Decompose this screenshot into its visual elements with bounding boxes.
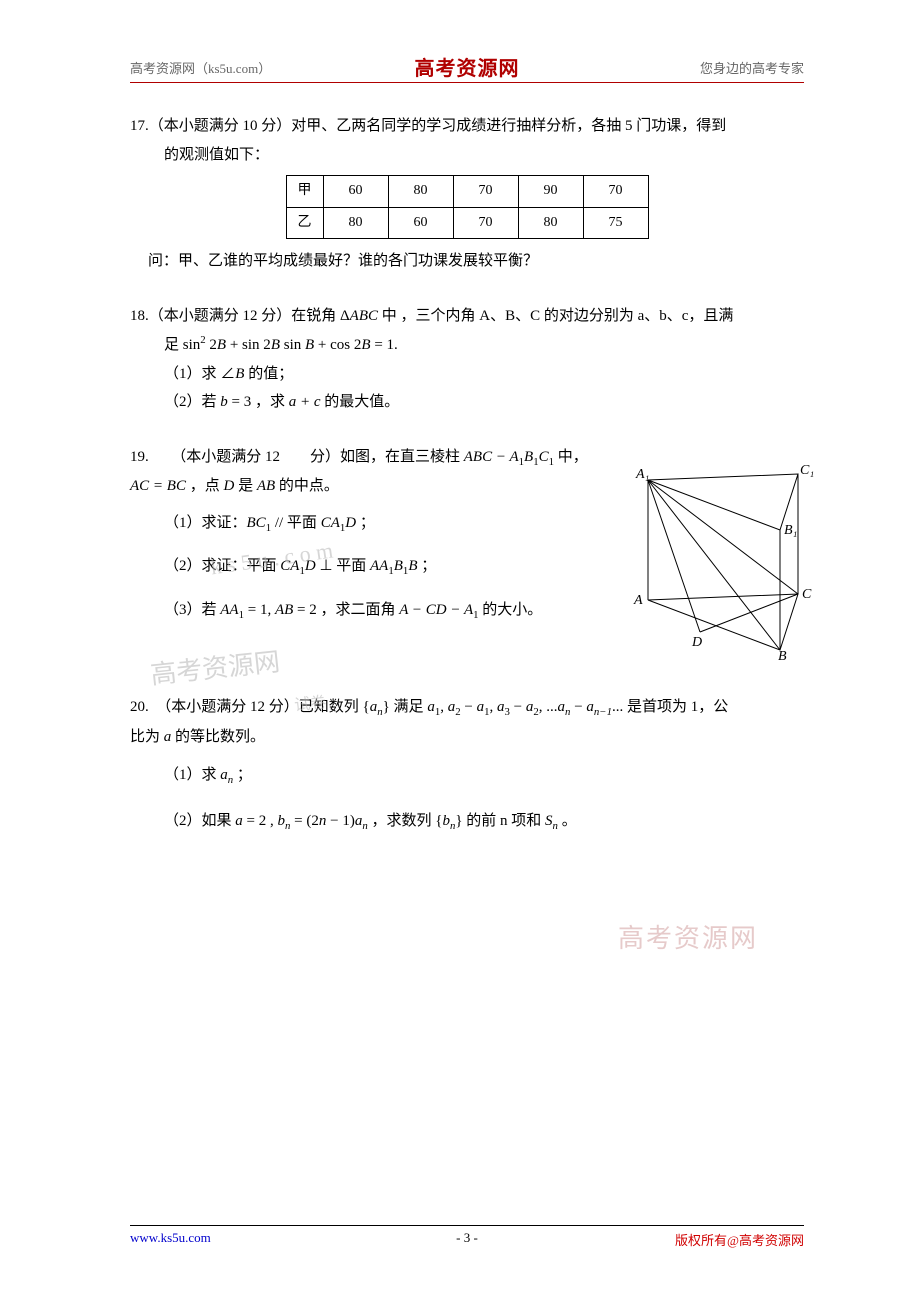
row-label: 乙 <box>286 207 323 239</box>
q17-line1: 17.（本小题满分 10 分）对甲、乙两名同学的学习成绩进行抽样分析，各抽 5 … <box>130 112 804 141</box>
watermark-brand-2: 高考资源网 <box>618 918 758 955</box>
header-left: 高考资源网（ks5u.com） <box>130 58 271 77</box>
label-B: B <box>778 649 787 660</box>
cell: 70 <box>583 176 648 208</box>
cell: 90 <box>518 176 583 208</box>
q19-line1: 19. （本小题满分 12 分）如图，在直三棱柱 ABC − A1B1C1 中， <box>130 443 624 473</box>
cell: 70 <box>453 207 518 239</box>
cell: 80 <box>388 176 453 208</box>
label-D: D <box>691 635 702 650</box>
page-header: 高考资源网（ks5u.com） 高考资源网 您身边的高考专家 <box>130 58 804 83</box>
table-row: 乙 80 60 70 80 75 <box>286 207 648 239</box>
q19-diagram: A₁ C₁ B₁ A C B D <box>630 460 814 660</box>
question-20: 20. （本小题满分 12 分）已知数列 {an} 满足 a1, a2 − a1… <box>130 693 804 836</box>
q18-part2: （2）若 b = 3 ，求 a + c 的最大值。 <box>164 388 804 417</box>
header-center-logo: 高考资源网 <box>415 52 520 81</box>
footer-page-number: - 3 - <box>456 1230 478 1246</box>
page-footer: www.ks5u.com - 3 - 版权所有@高考资源网 <box>130 1225 804 1248</box>
table-row: 甲 60 80 70 90 70 <box>286 176 648 208</box>
q18-part1: （1）求 ∠B 的值； <box>164 360 804 389</box>
cell: 75 <box>583 207 648 239</box>
header-right: 您身边的高考专家 <box>700 58 804 77</box>
q17-question: 问：甲、乙谁的平均成绩最好？谁的各门功课发展较平衡？ <box>148 247 804 276</box>
q20-line1: 20. （本小题满分 12 分）已知数列 {an} 满足 a1, a2 − a1… <box>130 693 804 723</box>
label-C1: C₁ <box>800 463 814 478</box>
q19-line2: AC = BC ，点 D 是 AB 的中点。 <box>130 472 624 501</box>
q17-line2: 的观测值如下： <box>164 141 804 170</box>
cell: 80 <box>518 207 583 239</box>
q20-part1: （1）求 an ； <box>164 761 804 791</box>
q17-table: 甲 60 80 70 90 70 乙 80 60 70 80 75 <box>286 175 649 239</box>
content-area: 17.（本小题满分 10 分）对甲、乙两名同学的学习成绩进行抽样分析，各抽 5 … <box>130 112 804 854</box>
cell: 60 <box>323 176 388 208</box>
footer-copyright: 版权所有@高考资源网 <box>675 1230 804 1249</box>
cell: 70 <box>453 176 518 208</box>
cell: 60 <box>388 207 453 239</box>
watermark-sub: 试卷 <box>293 688 327 715</box>
label-C: C <box>802 587 812 602</box>
q20-line2: 比为 a 的等比数列。 <box>130 723 804 752</box>
label-A: A <box>633 593 643 608</box>
page: 高考资源网（ks5u.com） 高考资源网 您身边的高考专家 17.（本小题满分… <box>0 0 920 1302</box>
question-17: 17.（本小题满分 10 分）对甲、乙两名同学的学习成绩进行抽样分析，各抽 5 … <box>130 112 804 276</box>
q20-part2: （2）如果 a = 2 , bn = (2n − 1)an ，求数列 {bn} … <box>164 807 804 837</box>
cell: 80 <box>323 207 388 239</box>
q18-line1: 18.（本小题满分 12 分）在锐角 ΔABC 中 ，三个内角 A、B、C 的对… <box>130 302 804 331</box>
label-B1: B₁ <box>784 523 797 538</box>
label-A1: A₁ <box>635 467 649 482</box>
q18-line2: 足 sin2 2B + sin 2B sin B + cos 2B = 1. <box>164 330 804 360</box>
q19-part3: （3）若 AA1 = 1, AB = 2 ，求二面角 A − CD − A1 的… <box>164 596 658 626</box>
row-label: 甲 <box>286 176 323 208</box>
prism-diagram-svg: A₁ C₁ B₁ A C B D <box>630 460 814 660</box>
question-18: 18.（本小题满分 12 分）在锐角 ΔABC 中 ，三个内角 A、B、C 的对… <box>130 302 804 417</box>
footer-url: www.ks5u.com <box>130 1230 211 1246</box>
q19-part1: （1）求证：BC1 // 平面 CA1D ； <box>164 509 658 539</box>
